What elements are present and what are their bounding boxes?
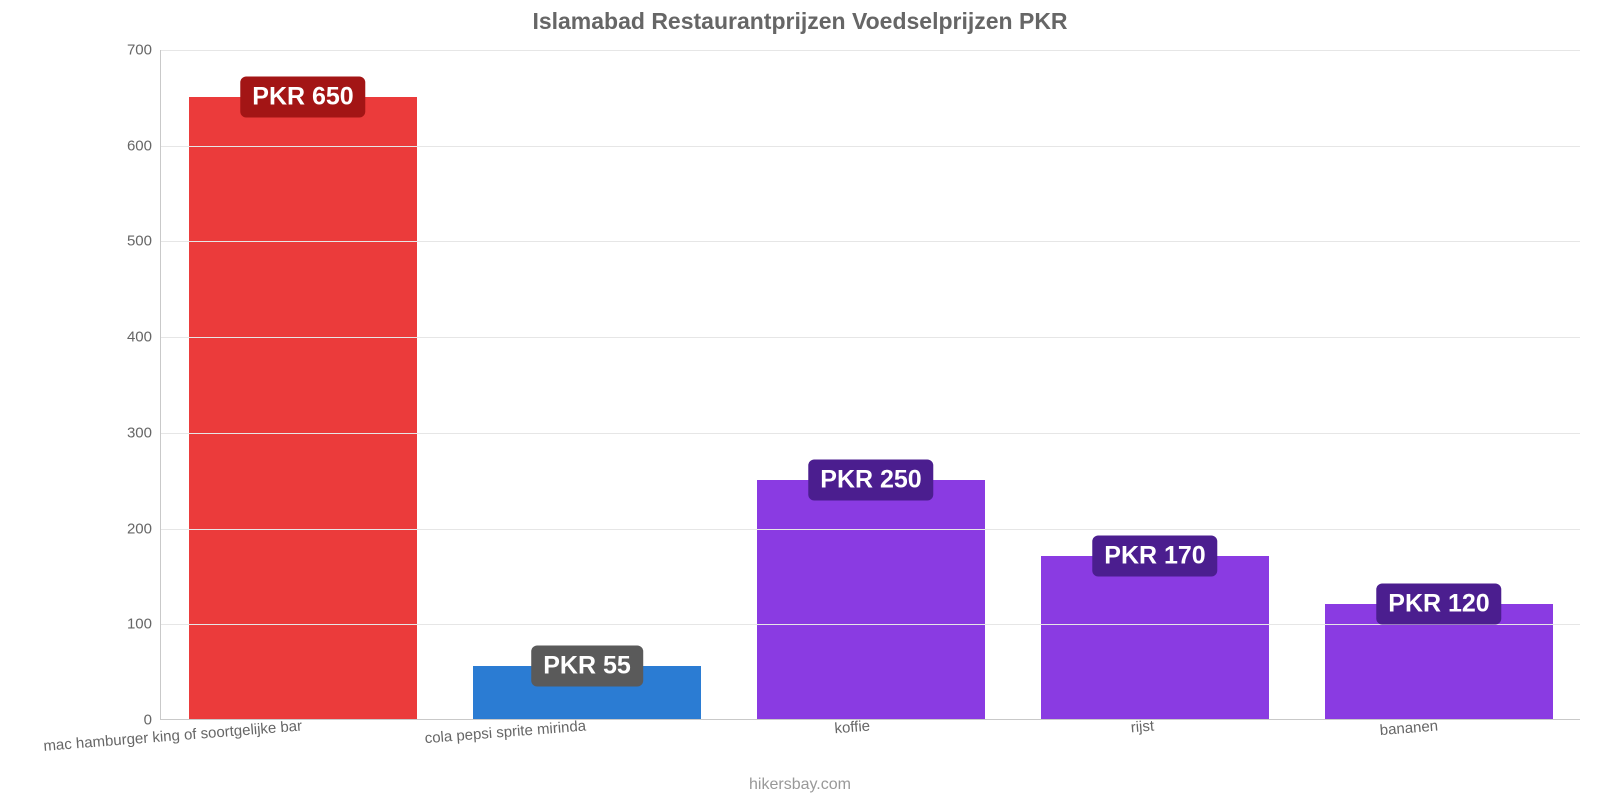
gridline xyxy=(161,529,1580,530)
attribution-text: hikersbay.com xyxy=(0,776,1600,794)
bar-slot xyxy=(445,50,729,719)
bar xyxy=(189,97,416,719)
y-tick-label: 300 xyxy=(92,424,152,441)
value-badge: PKR 170 xyxy=(1092,536,1217,577)
chart-container: Islamabad Restaurantprijzen Voedselprijz… xyxy=(0,0,1600,800)
y-tick-label: 700 xyxy=(92,42,152,59)
value-badge: PKR 120 xyxy=(1376,584,1501,625)
y-tick-label: 0 xyxy=(92,712,152,729)
gridline xyxy=(161,241,1580,242)
gridline xyxy=(161,433,1580,434)
y-tick-label: 600 xyxy=(92,137,152,154)
gridline xyxy=(161,624,1580,625)
bar-slot xyxy=(1013,50,1297,719)
y-tick-label: 500 xyxy=(92,233,152,250)
chart-title: Islamabad Restaurantprijzen Voedselprijz… xyxy=(0,8,1600,35)
gridline xyxy=(161,50,1580,51)
plot-area: PKR 650 PKR 55 PKR 250 PKR 170 PKR 120 xyxy=(160,50,1580,720)
value-badge: PKR 55 xyxy=(531,646,643,687)
bars-layer: PKR 650 PKR 55 PKR 250 PKR 170 PKR 120 xyxy=(161,50,1580,719)
y-tick-label: 400 xyxy=(92,329,152,346)
y-tick-label: 200 xyxy=(92,520,152,537)
bar-slot xyxy=(161,50,445,719)
y-tick-label: 100 xyxy=(92,616,152,633)
bar xyxy=(1041,556,1268,719)
value-badge: PKR 250 xyxy=(808,459,933,500)
gridline xyxy=(161,337,1580,338)
bar-slot xyxy=(729,50,1013,719)
value-badge: PKR 650 xyxy=(240,76,365,117)
bar xyxy=(757,480,984,719)
gridline xyxy=(161,146,1580,147)
